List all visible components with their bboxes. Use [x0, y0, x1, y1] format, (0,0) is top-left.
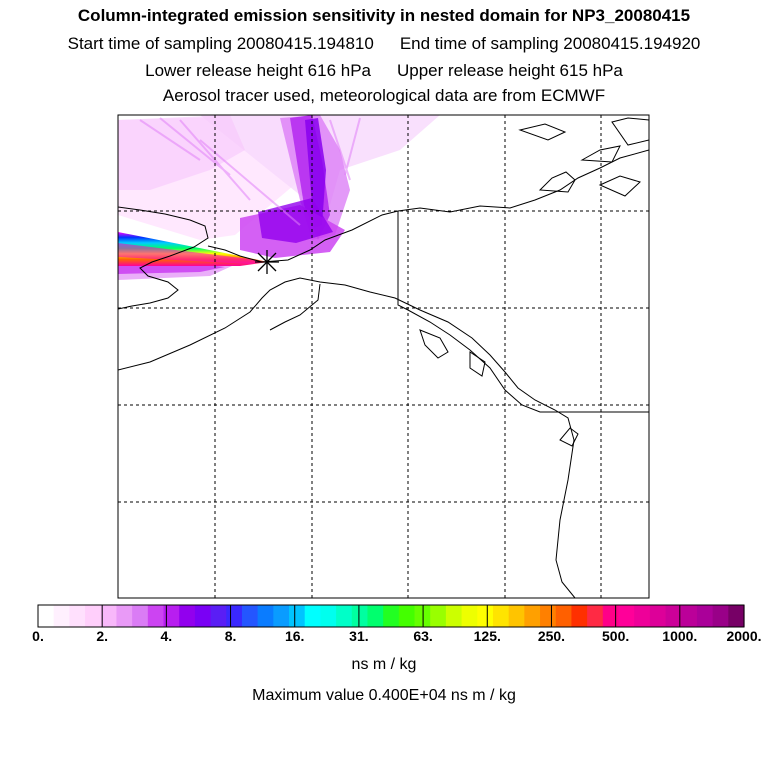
start-time: Start time of sampling 20080415.194810 — [67, 34, 374, 53]
colorbar-swatch — [398, 605, 416, 627]
colorbar-swatch — [163, 605, 180, 627]
colorbar-swatch — [320, 605, 337, 627]
colorbar-swatch — [696, 605, 714, 627]
colorbar — [37, 604, 745, 628]
colorbar-swatch — [477, 605, 494, 627]
colorbar-swatch — [38, 605, 55, 627]
colorbar-swatch — [351, 605, 369, 627]
colorbar-swatch — [210, 605, 227, 627]
colorbar-swatch — [336, 605, 353, 627]
colorbar-swatch — [445, 605, 463, 627]
colorbar-swatch — [53, 605, 70, 627]
colorbar-swatch — [289, 605, 306, 627]
colorbar-swatch — [508, 605, 525, 627]
grid-lines — [118, 115, 649, 598]
colorbar-swatch — [304, 605, 321, 627]
colorbar-swatch — [555, 605, 573, 627]
colorbar-tick-label: 2000. — [726, 628, 762, 644]
colorbar-swatch — [100, 605, 118, 627]
colorbar-tick-label: 1000. — [662, 628, 698, 644]
colorbar-swatch — [461, 605, 478, 627]
upper-release-height: Upper release height 615 hPa — [397, 61, 623, 80]
colorbar-swatch — [712, 605, 729, 627]
colorbar-swatch — [430, 605, 447, 627]
colorbar-swatch — [492, 605, 510, 627]
colorbar-tick-label: 16. — [284, 628, 305, 644]
colorbar-tick-label: 63. — [413, 628, 433, 644]
colorbar-swatch — [649, 605, 667, 627]
tracer-info: Aerosol tracer used, meteorological data… — [162, 86, 606, 105]
colorbar-swatch — [257, 605, 274, 627]
colorbar-swatch — [179, 605, 196, 627]
colorbar-tick-label: 125. — [473, 628, 501, 644]
colorbar-swatch — [147, 605, 165, 627]
colorbar-tick-label: 8. — [224, 628, 237, 644]
asterisk-icon — [255, 250, 279, 274]
colorbar-swatch — [587, 605, 604, 627]
colorbar-tick-label: 4. — [160, 628, 173, 644]
colorbar-swatch — [85, 605, 102, 627]
colorbar-swatch — [367, 605, 384, 627]
colorbar-swatch — [132, 605, 149, 627]
map-frame — [117, 114, 650, 599]
end-time: End time of sampling 20080415.194920 — [399, 34, 701, 53]
colorbar-tick-label: 250. — [537, 628, 566, 644]
colorbar-swatch — [383, 605, 400, 627]
colorbar-swatch — [571, 605, 588, 627]
release-heights: Lower release height 616 hPa Upper releas… — [0, 61, 768, 81]
colorbar-units: ns m / kg — [351, 656, 417, 673]
colorbar-swatch — [226, 605, 243, 627]
colorbar-swatch — [116, 605, 133, 627]
borders — [397, 211, 649, 413]
colorbar-swatch — [69, 605, 86, 627]
coastlines — [118, 117, 649, 598]
lower-release-height: Lower release height 616 hPa — [145, 61, 371, 80]
colorbar-swatch — [728, 605, 745, 627]
colorbar-swatch — [602, 605, 620, 627]
colorbar-tick-label: 0. — [32, 628, 44, 644]
colorbar-swatch — [241, 605, 259, 627]
colorbar-swatch — [273, 605, 290, 627]
colorbar-tick-label: 500. — [602, 628, 630, 644]
colorbar-swatch — [194, 605, 212, 627]
colorbar-swatch — [524, 605, 541, 627]
maximum-value-label: Maximum value 0.400E+04 ns m / kg — [252, 687, 516, 704]
colorbar-swatch — [665, 605, 682, 627]
colorbar-swatch — [681, 605, 698, 627]
colorbar-tick-label: 31. — [349, 628, 369, 644]
sampling-times: Start time of sampling 20080415.194810 En… — [0, 34, 768, 54]
colorbar-tick-label: 2. — [96, 628, 109, 644]
chart-title: Column-integrated emission sensitivity i… — [77, 6, 691, 25]
colorbar-swatch — [634, 605, 651, 627]
plume-field — [118, 115, 440, 280]
colorbar-swatch — [618, 605, 635, 627]
map-area — [118, 115, 649, 598]
colorbar-swatch — [540, 605, 557, 627]
